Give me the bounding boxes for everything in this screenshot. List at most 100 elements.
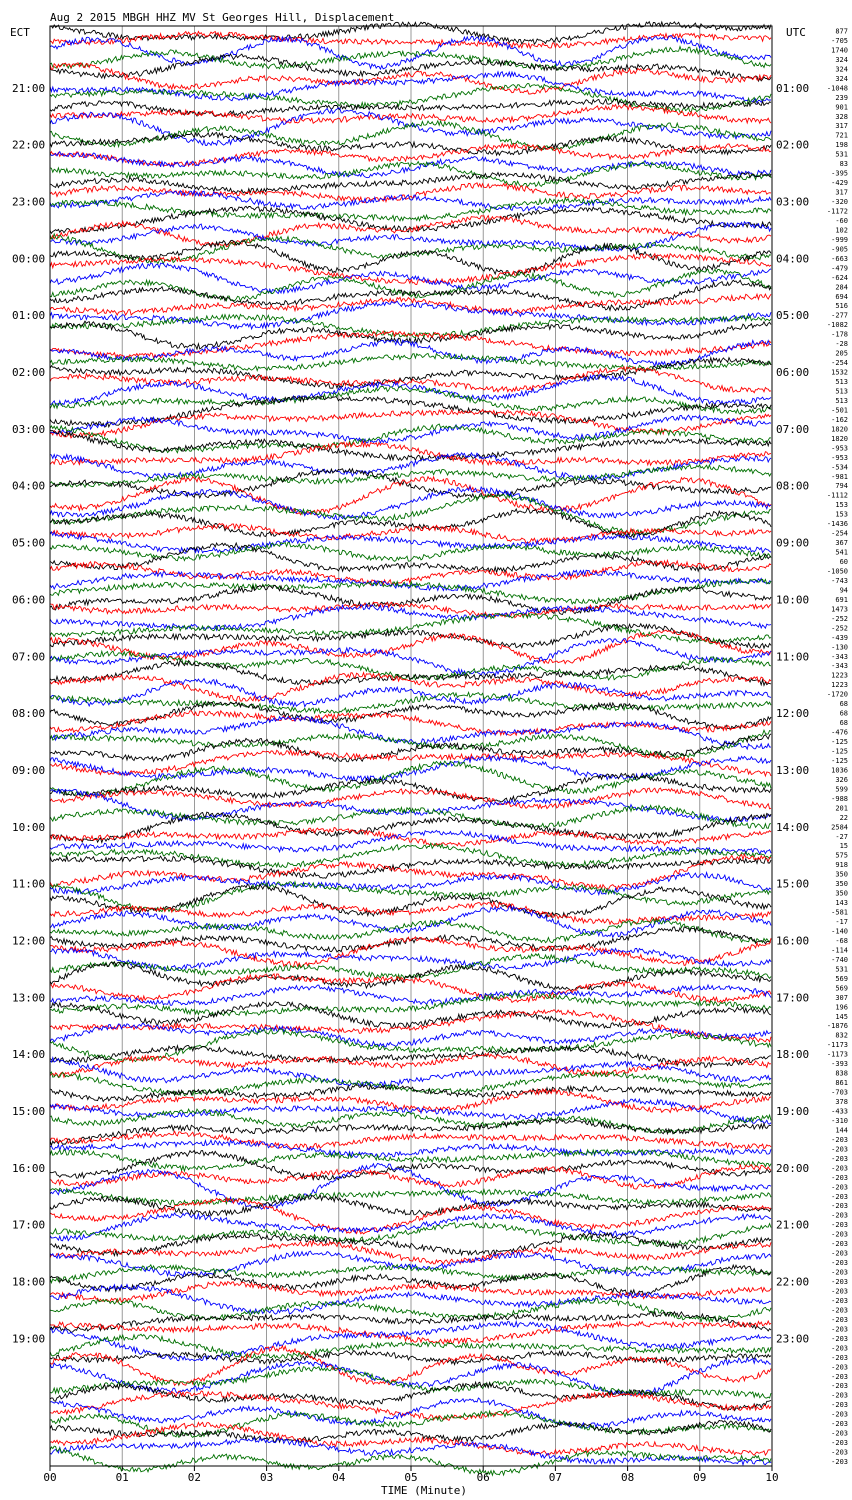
utc-hour-label: 10:00	[776, 593, 809, 606]
trace-offset-label: 918	[835, 861, 848, 869]
ect-hour-label: 01:00	[12, 309, 45, 322]
trace-offset-label: -393	[831, 1060, 848, 1068]
trace-offset-label: -203	[831, 1449, 848, 1457]
trace-offset-label: -624	[831, 274, 848, 282]
trace-offset-label: 350	[835, 871, 848, 879]
trace-line	[49, 330, 772, 360]
trace-line	[49, 408, 772, 439]
trace-offset-label: -203	[831, 1145, 848, 1153]
trace-line	[49, 1333, 772, 1360]
trace-line	[49, 34, 772, 71]
trace-offset-label: 350	[835, 880, 848, 888]
x-tick-label: 00	[43, 1471, 56, 1484]
trace-offset-label: -203	[831, 1430, 848, 1438]
trace-offset-label: -433	[831, 1108, 848, 1116]
trace-line	[49, 1083, 772, 1103]
trace-line	[49, 826, 772, 847]
trace-offset-label: -203	[831, 1240, 848, 1248]
trace-offset-label: -203	[831, 1193, 848, 1201]
trace-line	[49, 983, 772, 1006]
trace-offset-label: 22	[840, 814, 848, 822]
utc-hour-label: 07:00	[776, 423, 809, 436]
trace-line	[49, 214, 772, 248]
utc-hour-label: 08:00	[776, 480, 809, 493]
trace-offset-label: -140	[831, 928, 848, 936]
trace-offset-label: -203	[831, 1325, 848, 1333]
trace-offset-label: -203	[831, 1401, 848, 1409]
trace-offset-label: -479	[831, 264, 848, 272]
trace-offset-label: -953	[831, 454, 848, 462]
trace-line	[49, 394, 772, 429]
trace-line	[49, 171, 772, 195]
trace-line	[49, 374, 772, 407]
trace-line	[49, 1263, 772, 1285]
trace-offset-label: -395	[831, 170, 848, 178]
utc-hour-label: 03:00	[776, 196, 809, 209]
trace-offset-label: -203	[831, 1269, 848, 1277]
trace-offset-label: 68	[840, 700, 848, 708]
trace-line	[49, 715, 771, 751]
trace-line	[49, 584, 772, 616]
trace-offset-label: 1473	[831, 605, 848, 613]
trace-line	[49, 649, 772, 681]
trace-offset-label: -1048	[827, 84, 848, 92]
trace-offset-label: 60	[840, 558, 848, 566]
trace-line	[49, 541, 772, 575]
trace-offset-label: -429	[831, 179, 848, 187]
trace-offset-label: -343	[831, 653, 848, 661]
ect-hour-label: 13:00	[12, 991, 45, 1004]
trace-line	[49, 1044, 772, 1069]
trace-offset-label: -1876	[827, 1022, 848, 1030]
ect-hour-label: 00:00	[12, 252, 45, 265]
utc-hour-label: 22:00	[776, 1276, 809, 1289]
ect-hour-label: 17:00	[12, 1219, 45, 1232]
trace-offset-label: 513	[835, 397, 848, 405]
utc-hour-label: 14:00	[776, 821, 809, 834]
trace-offset-label: -203	[831, 1363, 848, 1371]
trace-offset-label: 68	[840, 719, 848, 727]
trace-line	[49, 475, 772, 517]
ect-hour-label: 03:00	[12, 423, 45, 436]
trace-offset-label: -581	[831, 909, 848, 917]
trace-offset-label: 1223	[831, 672, 848, 680]
utc-hour-label: 19:00	[776, 1105, 809, 1118]
trace-offset-label: 541	[835, 549, 848, 557]
trace-offset-label: -203	[831, 1136, 848, 1144]
trace-offset-label: -203	[831, 1231, 848, 1239]
trace-offset-label: 201	[835, 804, 848, 812]
trace-offset-label: 198	[835, 141, 848, 149]
utc-hour-label: 09:00	[776, 537, 809, 550]
ect-hour-label: 14:00	[12, 1048, 45, 1061]
trace-line	[49, 952, 772, 982]
trace-offset-label: 317	[835, 122, 848, 130]
trace-offset-label: -125	[831, 738, 848, 746]
trace-offset-label: 901	[835, 103, 848, 111]
trace-offset-label: -28	[835, 340, 848, 348]
trace-line	[49, 1239, 772, 1265]
trace-line	[49, 601, 772, 619]
trace-offset-label: -203	[831, 1221, 848, 1229]
trace-line	[49, 1212, 772, 1242]
trace-offset-label: 1820	[831, 425, 848, 433]
trace-offset-label: 102	[835, 226, 848, 234]
trace-offset-label: -203	[831, 1306, 848, 1314]
ect-hour-label: 16:00	[12, 1162, 45, 1175]
trace-offset-label: -1436	[827, 520, 848, 528]
trace-offset-label: -203	[831, 1354, 848, 1362]
trace-line	[49, 960, 772, 992]
trace-offset-label: -1050	[827, 568, 848, 576]
trace-line	[49, 320, 772, 351]
trace-line	[49, 841, 772, 869]
trace-offset-label: -203	[831, 1174, 848, 1182]
trace-line	[49, 1118, 771, 1147]
trace-line	[49, 429, 772, 462]
chart-title: Aug 2 2015 MBGH HHZ MV St Georges Hill, …	[50, 11, 394, 24]
trace-line	[49, 1319, 772, 1345]
trace-line	[49, 602, 772, 632]
utc-hour-label: 02:00	[776, 139, 809, 152]
trace-line	[49, 659, 772, 687]
trace-offset-label: -740	[831, 956, 848, 964]
trace-offset-label: 317	[835, 189, 848, 197]
x-tick-label: 04	[332, 1471, 346, 1484]
